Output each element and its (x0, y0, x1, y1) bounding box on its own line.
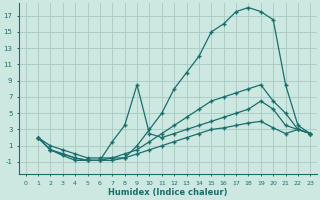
X-axis label: Humidex (Indice chaleur): Humidex (Indice chaleur) (108, 188, 228, 197)
